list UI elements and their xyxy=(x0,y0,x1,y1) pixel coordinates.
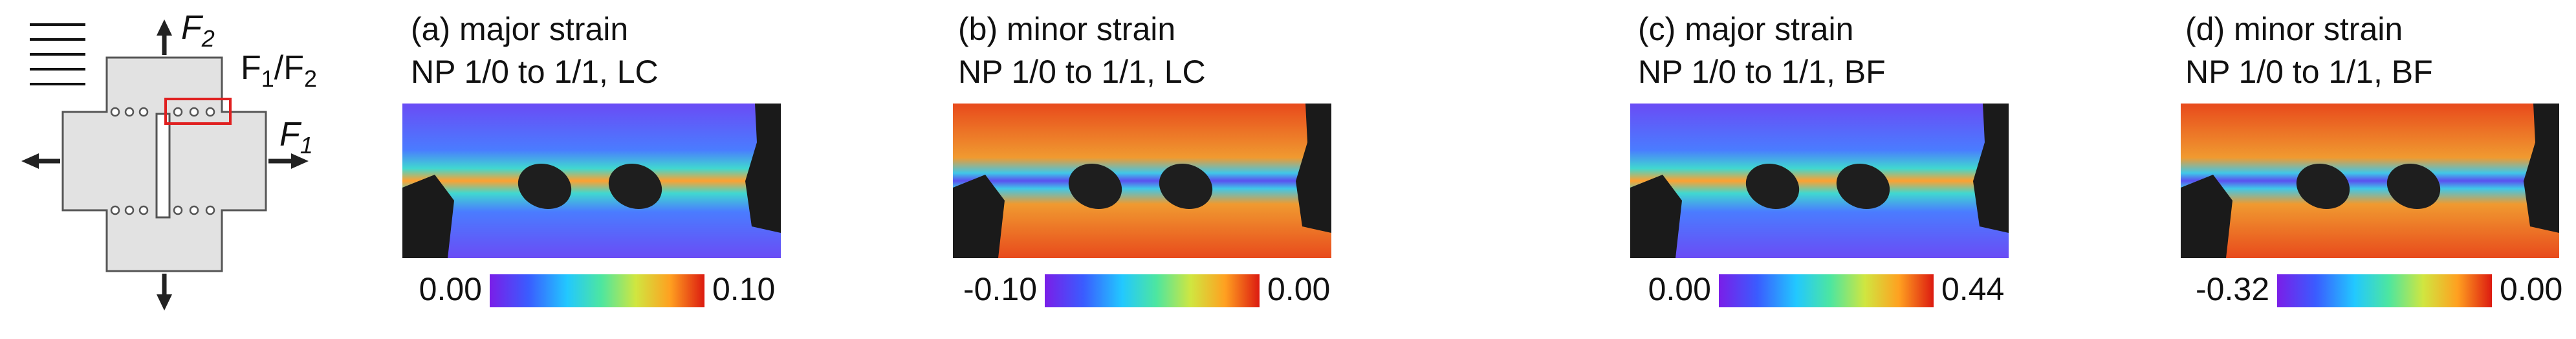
colorbar-max: 0.10 xyxy=(712,271,775,307)
colorbar xyxy=(490,274,704,307)
colorbar-min: 0.00 xyxy=(1648,271,1711,307)
panel-title: (c) major strain xyxy=(1638,11,1853,47)
strain-field xyxy=(2181,104,2559,258)
colorbar xyxy=(1719,274,1934,307)
ratio-subscript: 1 xyxy=(261,65,274,92)
strain-map xyxy=(953,104,1331,258)
panels: (a) major strain NP 1/0 to 1/1, LC 0.00 0.1… xyxy=(402,11,2562,307)
ratio-separator: / xyxy=(274,49,284,87)
colorbar-max: 0.00 xyxy=(1267,271,1330,307)
colorbar-max: 0.44 xyxy=(1941,271,2004,307)
panel: (d) minor strain NP 1/0 to 1/1, BF -0.32 0.… xyxy=(2181,11,2562,307)
panel-title: (d) minor strain xyxy=(2185,11,2403,47)
panel-subtitle: NP 1/0 to 1/1, BF xyxy=(2185,54,2433,90)
colorbar-max: 0.00 xyxy=(2500,271,2562,307)
panel-subtitle: NP 1/0 to 1/1, LC xyxy=(411,54,659,90)
colorbar-min: 0.00 xyxy=(419,271,482,307)
ratio-symbol: F xyxy=(241,49,261,87)
strain-map xyxy=(402,104,781,258)
force-subscript: 2 xyxy=(201,25,215,52)
specimen-schematic: F2 F1/F2 F1 xyxy=(21,9,317,311)
panel: (c) major strain NP 1/0 to 1/1, BF 0.00 0.4… xyxy=(1630,11,2009,307)
strain-field xyxy=(402,104,781,258)
colorbar xyxy=(1045,274,1260,307)
colorbar-min: -0.32 xyxy=(2196,271,2269,307)
force-symbol: F xyxy=(181,9,204,47)
panel: (b) minor strain NP 1/0 to 1/1, LC -0.10 0.… xyxy=(953,11,1331,307)
force-label: F1 xyxy=(279,116,313,159)
ratio-subscript: 2 xyxy=(304,65,317,92)
strain-map xyxy=(1630,104,2009,258)
ratio-label: F1/F2 xyxy=(241,49,317,92)
panel: (a) major strain NP 1/0 to 1/1, LC 0.00 0.1… xyxy=(402,11,781,307)
strain-map xyxy=(2181,104,2559,258)
strain-field xyxy=(1630,104,2009,258)
panel-subtitle: NP 1/0 to 1/1, BF xyxy=(1638,54,1886,90)
colorbar-min: -0.10 xyxy=(963,271,1037,307)
force-label: F2 xyxy=(181,9,215,52)
panel-title: (b) minor strain xyxy=(958,11,1175,47)
strain-field xyxy=(953,104,1331,258)
force-symbol: F xyxy=(279,116,302,153)
panel-subtitle: NP 1/0 to 1/1, LC xyxy=(958,54,1206,90)
ratio-symbol: F xyxy=(283,49,304,87)
colorbar xyxy=(2277,274,2492,307)
panel-title: (a) major strain xyxy=(411,11,628,47)
force-subscript: 1 xyxy=(300,132,313,159)
